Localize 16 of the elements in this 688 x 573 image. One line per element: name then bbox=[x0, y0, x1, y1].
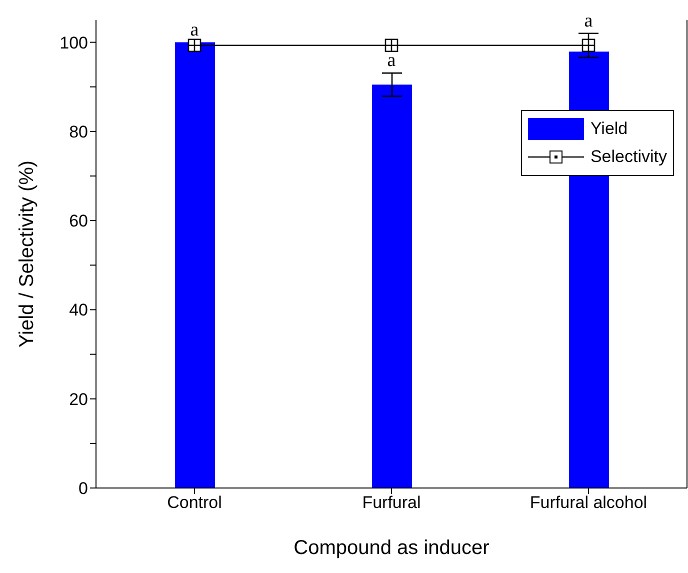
y-tick-label: 60 bbox=[69, 212, 88, 231]
x-tick-label: Furfural bbox=[362, 493, 421, 512]
y-axis-title: Yield / Selectivity (%) bbox=[16, 160, 38, 348]
annotation: a bbox=[584, 10, 594, 32]
legend-label: Selectivity bbox=[590, 147, 667, 167]
legend-label: Yield bbox=[590, 119, 628, 139]
annotation: a bbox=[387, 50, 396, 72]
x-axis-title: Compound as inducer bbox=[294, 537, 490, 559]
y-tick-label: 100 bbox=[60, 33, 88, 52]
x-tick-label: Furfural alcohol bbox=[530, 493, 648, 512]
y-tick-label: 80 bbox=[69, 122, 88, 142]
x-tick-label: Control bbox=[167, 493, 222, 512]
y-tick-label: 0 bbox=[78, 479, 88, 498]
annotation: a bbox=[190, 19, 200, 40]
y-tick-label: 40 bbox=[69, 300, 88, 320]
y-tick-label: 20 bbox=[69, 390, 88, 409]
